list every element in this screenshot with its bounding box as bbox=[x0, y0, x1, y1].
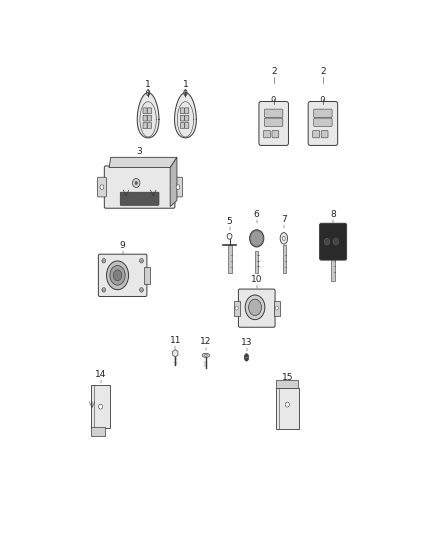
FancyBboxPatch shape bbox=[185, 123, 189, 128]
FancyBboxPatch shape bbox=[314, 118, 332, 126]
Polygon shape bbox=[137, 93, 159, 138]
FancyBboxPatch shape bbox=[120, 192, 159, 205]
Text: 15: 15 bbox=[282, 373, 293, 382]
FancyBboxPatch shape bbox=[259, 101, 289, 146]
Ellipse shape bbox=[245, 295, 265, 320]
Bar bbox=[283, 245, 286, 273]
Ellipse shape bbox=[99, 404, 102, 409]
Ellipse shape bbox=[140, 259, 143, 263]
FancyBboxPatch shape bbox=[264, 131, 270, 138]
Bar bbox=[227, 245, 232, 273]
Ellipse shape bbox=[252, 232, 261, 244]
Ellipse shape bbox=[102, 259, 106, 263]
Ellipse shape bbox=[102, 288, 106, 292]
FancyBboxPatch shape bbox=[99, 254, 147, 296]
Ellipse shape bbox=[204, 354, 208, 357]
Ellipse shape bbox=[135, 182, 138, 184]
Ellipse shape bbox=[113, 270, 122, 281]
Bar bbox=[276, 388, 299, 429]
FancyBboxPatch shape bbox=[238, 289, 275, 327]
FancyBboxPatch shape bbox=[148, 108, 152, 114]
Ellipse shape bbox=[283, 236, 285, 240]
Text: 14: 14 bbox=[95, 370, 106, 379]
Bar bbox=[91, 385, 110, 428]
Bar bbox=[233, 301, 240, 316]
Text: 13: 13 bbox=[241, 338, 252, 347]
Ellipse shape bbox=[235, 306, 238, 310]
Text: 7: 7 bbox=[281, 215, 287, 224]
Polygon shape bbox=[175, 93, 196, 138]
Polygon shape bbox=[109, 157, 177, 167]
Ellipse shape bbox=[176, 185, 180, 189]
FancyBboxPatch shape bbox=[185, 108, 189, 114]
Bar bbox=[332, 257, 335, 281]
FancyBboxPatch shape bbox=[98, 177, 106, 197]
Ellipse shape bbox=[280, 232, 288, 244]
Text: 6: 6 bbox=[254, 209, 260, 219]
Ellipse shape bbox=[100, 185, 104, 189]
Ellipse shape bbox=[202, 353, 209, 358]
Ellipse shape bbox=[250, 230, 264, 247]
Ellipse shape bbox=[110, 265, 125, 285]
FancyBboxPatch shape bbox=[272, 131, 279, 138]
Ellipse shape bbox=[244, 354, 249, 361]
Text: 9: 9 bbox=[120, 241, 126, 250]
FancyBboxPatch shape bbox=[313, 131, 320, 138]
Ellipse shape bbox=[249, 299, 261, 316]
FancyBboxPatch shape bbox=[319, 223, 346, 260]
Ellipse shape bbox=[324, 238, 330, 245]
FancyBboxPatch shape bbox=[143, 123, 147, 128]
Ellipse shape bbox=[275, 306, 278, 310]
Bar bbox=[144, 267, 150, 284]
Text: 1: 1 bbox=[145, 79, 151, 88]
FancyBboxPatch shape bbox=[180, 108, 184, 114]
Ellipse shape bbox=[140, 288, 143, 292]
FancyBboxPatch shape bbox=[185, 115, 189, 121]
Text: 5: 5 bbox=[227, 217, 233, 226]
Text: 11: 11 bbox=[170, 336, 181, 345]
FancyBboxPatch shape bbox=[308, 101, 338, 146]
Ellipse shape bbox=[106, 261, 129, 290]
FancyBboxPatch shape bbox=[265, 118, 283, 126]
FancyBboxPatch shape bbox=[143, 115, 147, 121]
Text: 12: 12 bbox=[200, 337, 212, 346]
FancyBboxPatch shape bbox=[104, 166, 175, 208]
FancyBboxPatch shape bbox=[180, 123, 184, 128]
Polygon shape bbox=[173, 350, 178, 357]
FancyBboxPatch shape bbox=[180, 115, 184, 121]
Bar bbox=[276, 380, 298, 388]
FancyBboxPatch shape bbox=[314, 109, 332, 117]
Text: 2: 2 bbox=[271, 67, 276, 76]
Ellipse shape bbox=[132, 179, 140, 188]
FancyBboxPatch shape bbox=[143, 108, 147, 114]
Text: 3: 3 bbox=[137, 147, 142, 156]
Text: 8: 8 bbox=[330, 209, 336, 219]
Ellipse shape bbox=[333, 238, 339, 245]
FancyBboxPatch shape bbox=[148, 115, 152, 121]
FancyBboxPatch shape bbox=[265, 109, 283, 117]
Text: 2: 2 bbox=[320, 67, 326, 76]
FancyBboxPatch shape bbox=[321, 131, 328, 138]
Bar bbox=[274, 301, 280, 316]
Bar bbox=[91, 427, 106, 435]
FancyBboxPatch shape bbox=[173, 177, 182, 197]
Bar bbox=[255, 251, 258, 273]
FancyBboxPatch shape bbox=[148, 123, 152, 128]
Text: 1: 1 bbox=[183, 79, 188, 88]
Ellipse shape bbox=[285, 402, 290, 407]
Text: 10: 10 bbox=[251, 274, 262, 284]
Polygon shape bbox=[170, 157, 177, 207]
